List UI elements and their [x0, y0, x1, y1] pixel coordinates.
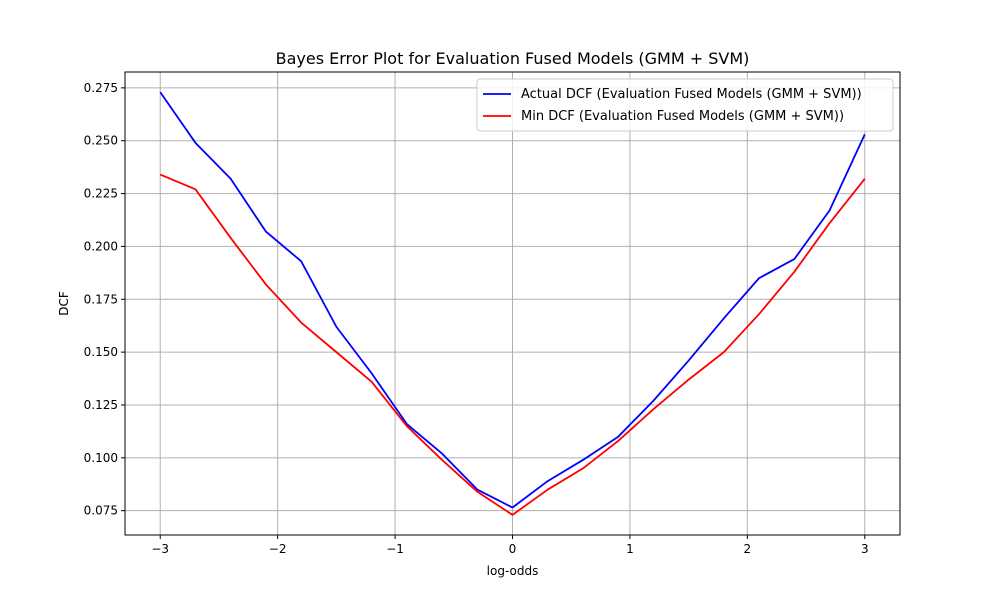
y-tick-label: 0.200: [84, 239, 118, 253]
legend: Actual DCF (Evaluation Fused Models (GMM…: [476, 78, 894, 132]
y-tick-label: 0.250: [84, 134, 118, 148]
legend-box: [476, 78, 894, 132]
x-tick-label: −2: [269, 542, 287, 556]
x-tick-label: −3: [151, 542, 169, 556]
y-axis-label: DCF: [57, 291, 71, 316]
chart-title: Bayes Error Plot for Evaluation Fused Mo…: [276, 49, 750, 68]
x-tick-label: 3: [861, 542, 869, 556]
axis-ticks: −3 −2 −1 0 1 2 3 0.075 0.100 0.125 0.150 0.175 0.200…: [84, 81, 869, 556]
x-tick-label: 0: [509, 542, 517, 556]
legend-label: Min DCF (Evaluation Fused Models (GMM + …: [521, 109, 844, 124]
series-line-actual-dcf: [159, 91, 866, 509]
legend-label: Actual DCF (Evaluation Fused Models (GMM…: [521, 87, 862, 102]
x-tick-label: −1: [386, 542, 404, 556]
y-tick-label: 0.225: [84, 187, 118, 201]
y-tick-label: 0.075: [84, 504, 118, 518]
y-tick-label: 0.150: [84, 345, 118, 359]
grid: [125, 72, 900, 535]
series-lines: [159, 91, 866, 516]
y-tick-label: 0.275: [84, 81, 118, 95]
y-tick-label: 0.125: [84, 398, 118, 412]
x-tick-label: 2: [744, 542, 752, 556]
y-tick-label: 0.100: [84, 451, 118, 465]
x-tick-label: 1: [626, 542, 634, 556]
y-tick-label: 0.175: [84, 292, 118, 306]
x-axis-label: log-odds: [487, 564, 539, 578]
series-line-min-dcf: [159, 173, 866, 516]
